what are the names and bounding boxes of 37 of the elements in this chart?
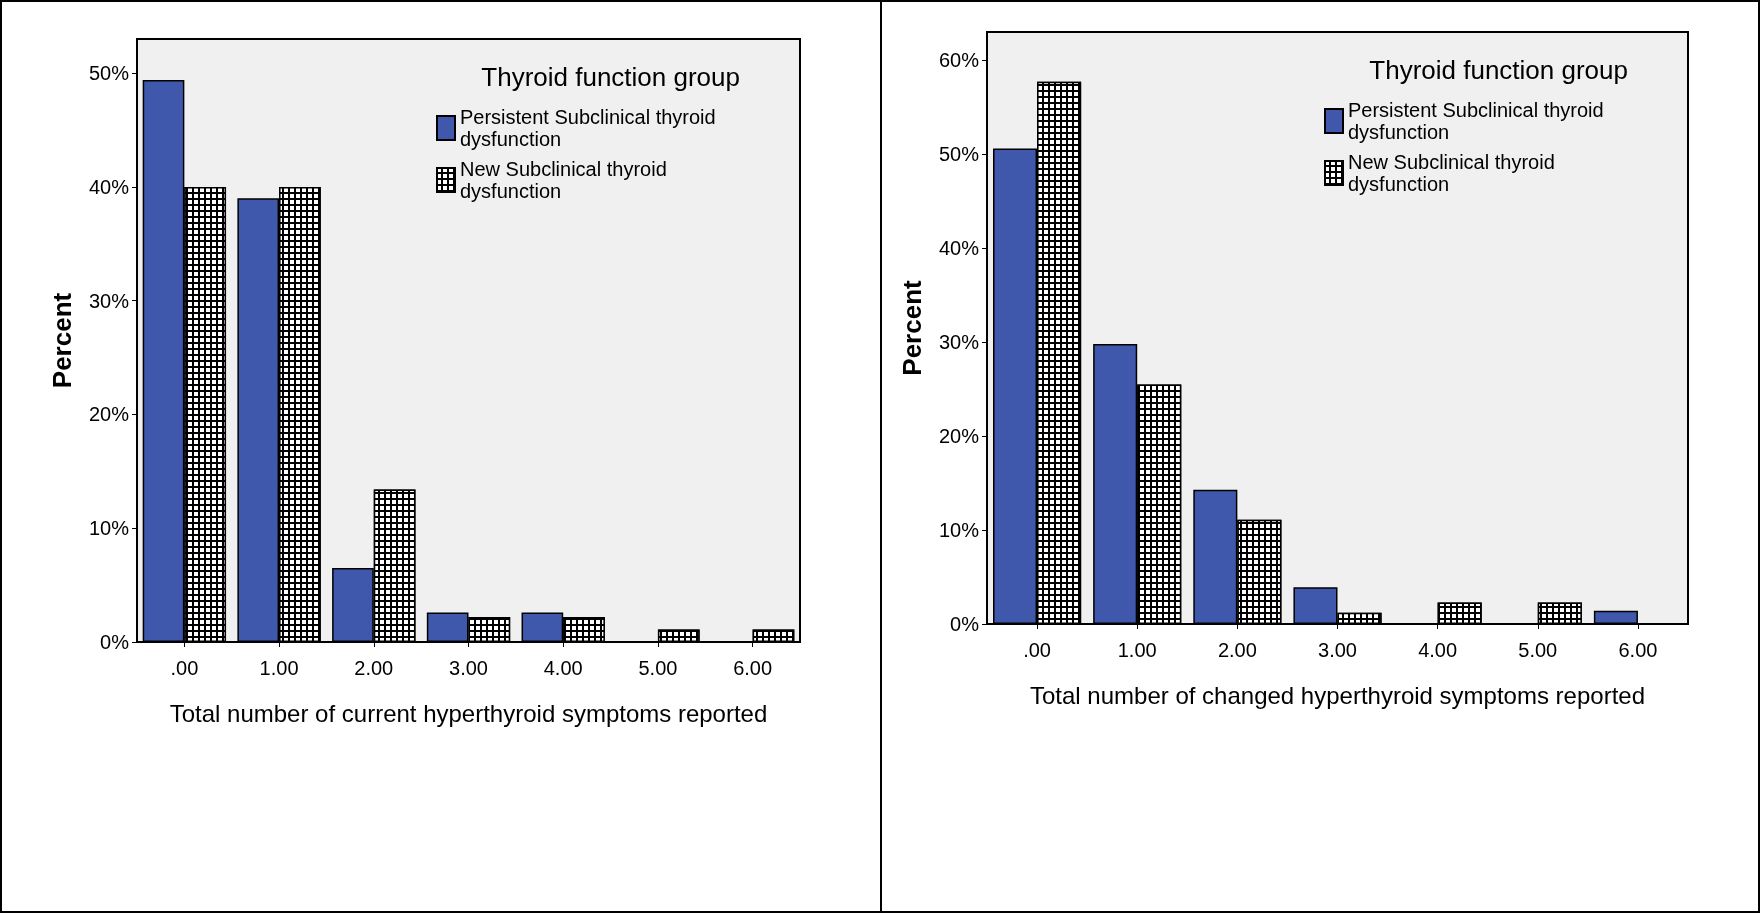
y-axis-title: Percent bbox=[47, 292, 77, 389]
legend-label: New Subclinical thyroid dysfunction bbox=[1348, 151, 1561, 195]
legend-title: Thyroid function group bbox=[1369, 55, 1629, 85]
x-tick-label: 3.00 bbox=[449, 657, 488, 679]
y-tick-label: 30% bbox=[938, 331, 980, 354]
x-tick-label: 6.00 bbox=[1618, 639, 1658, 661]
x-tick-label: 5.00 bbox=[638, 657, 678, 679]
legend-label: New Subclinical thyroid dysfunction bbox=[460, 158, 673, 202]
y-tick-label: 30% bbox=[88, 289, 130, 312]
y-axis-title: Percent bbox=[897, 279, 927, 376]
x-axis-title: Total number of current hyperthyroid symptoms reported bbox=[169, 699, 768, 727]
x-tick-label: 2.00 bbox=[354, 657, 394, 679]
x-tick-label: 4.00 bbox=[543, 657, 583, 679]
y-tick-label: 40% bbox=[938, 237, 980, 260]
y-tick-label: 20% bbox=[938, 425, 980, 448]
legend-title: Thyroid function group bbox=[481, 62, 741, 92]
y-tick-label: 0% bbox=[950, 613, 980, 635]
y-tick-label: 20% bbox=[88, 403, 130, 426]
y-tick-label: 10% bbox=[88, 517, 130, 540]
x-tick-label: 4.00 bbox=[1418, 639, 1458, 661]
x-tick-label: 6.00 bbox=[733, 657, 773, 679]
y-tick-label: 50% bbox=[88, 62, 130, 85]
y-tick-label: 0% bbox=[100, 631, 130, 653]
y-tick-label: 60% bbox=[938, 49, 980, 72]
y-tick-label: 50% bbox=[938, 143, 980, 166]
x-tick-label: 3.00 bbox=[1318, 639, 1357, 661]
x-tick-label: 5.00 bbox=[1518, 639, 1558, 661]
legend-label: Persistent Subclinical thyroid dysfunction bbox=[460, 106, 722, 150]
x-tick-label: 1.00 bbox=[259, 657, 299, 679]
x-tick-label: .00 bbox=[1023, 639, 1051, 661]
legend-label: Persistent Subclinical thyroid dysfunction bbox=[1348, 99, 1610, 143]
x-tick-label: 1.00 bbox=[1117, 639, 1157, 661]
x-tick-label: 2.00 bbox=[1217, 639, 1257, 661]
y-tick-label: 10% bbox=[938, 519, 980, 542]
x-axis-title: Total number of changed hyperthyroid symptoms reported bbox=[1030, 681, 1645, 709]
y-tick-label: 40% bbox=[88, 175, 130, 198]
x-tick-label: .00 bbox=[170, 657, 199, 679]
